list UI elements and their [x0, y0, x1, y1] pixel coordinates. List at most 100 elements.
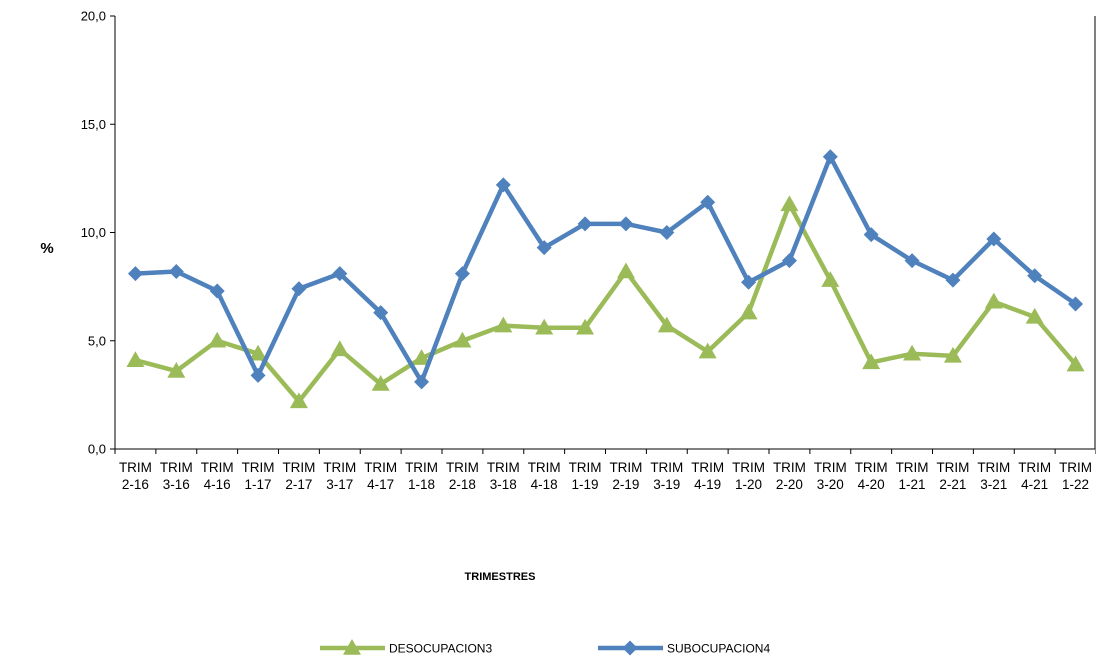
- x-tick-label-line: 2-17: [285, 477, 312, 492]
- series-desocupacion3: [126, 195, 1085, 409]
- x-tick-label: TRIM 2-17: [282, 460, 315, 492]
- x-tick-label: TRIM 2-16: [119, 460, 152, 492]
- y-axis-label: %: [40, 240, 53, 257]
- data-point: [371, 375, 390, 391]
- x-tick-label-line: 3-21: [980, 477, 1007, 492]
- x-axis-label: TRIMESTRES: [465, 571, 536, 583]
- data-point: [168, 263, 184, 279]
- data-point: [412, 349, 431, 365]
- x-tick-label: TRIM 1-19: [569, 460, 602, 492]
- data-point: [862, 353, 881, 370]
- x-tick-label: TRIM 4-21: [1018, 460, 1051, 492]
- x-tick-label-line: 4-21: [1021, 477, 1048, 492]
- data-point: [1027, 268, 1043, 284]
- x-tick-label: TRIM 4-19: [691, 460, 724, 492]
- x-tick-label: TRIM 1-20: [732, 460, 765, 492]
- legend-marker: [343, 639, 361, 655]
- x-tick-label-line: TRIM: [773, 460, 806, 475]
- series-line: [135, 154, 1077, 385]
- data-point: [209, 283, 225, 299]
- x-tick-label-line: 3-18: [490, 477, 517, 492]
- x-tick-label: TRIM 3-19: [650, 460, 683, 492]
- legend-label: SUBOCUPACION4: [667, 642, 770, 656]
- data-point: [454, 266, 470, 282]
- x-tick-label-line: 4-16: [204, 477, 231, 492]
- x-tick-label-line: TRIM: [896, 460, 929, 475]
- legend: DESOCUPACION3 SUBOCUPACION4: [320, 639, 770, 656]
- x-tick-label-line: 4-19: [694, 477, 721, 492]
- data-point: [780, 195, 799, 212]
- data-point: [1025, 307, 1044, 324]
- legend-label: DESOCUPACION3: [389, 642, 492, 656]
- x-tick-label: TRIM 3-20: [814, 460, 847, 492]
- data-point: [373, 305, 389, 321]
- y-tick-label: 15,0: [81, 117, 106, 132]
- x-tick-label: TRIM 4-17: [364, 460, 397, 492]
- x-tick-label-line: 1-18: [408, 477, 435, 492]
- x-tick-label-line: TRIM: [977, 460, 1010, 475]
- x-tick-label-line: 2-20: [776, 477, 803, 492]
- x-tick-label-line: TRIM: [323, 460, 356, 475]
- x-tick-label: TRIM 3-16: [160, 460, 193, 492]
- x-tick-label: TRIM 2-20: [773, 460, 806, 492]
- x-tick-label: TRIM 4-18: [528, 460, 561, 492]
- data-point: [535, 318, 554, 335]
- x-tick-label-line: 3-20: [817, 477, 844, 492]
- x-tick-label-line: TRIM: [855, 460, 888, 475]
- x-tick-label-line: TRIM: [446, 460, 479, 475]
- x-tick-label-line: 1-22: [1062, 477, 1089, 492]
- data-point: [1066, 355, 1085, 372]
- data-point: [536, 240, 552, 256]
- data-point: [943, 346, 962, 363]
- x-tick-label: TRIM 1-18: [405, 460, 438, 492]
- x-tick-label: TRIM 3-21: [977, 460, 1010, 492]
- y-tick-label: 10,0: [81, 225, 106, 240]
- x-tick-label-line: TRIM: [528, 460, 561, 475]
- data-point: [616, 262, 635, 279]
- data-point: [821, 271, 840, 287]
- data-point: [1068, 296, 1084, 312]
- x-tick-label-line: 2-18: [449, 477, 476, 492]
- data-point: [984, 292, 1003, 309]
- data-point: [577, 216, 593, 232]
- x-tick-label-line: TRIM: [609, 460, 642, 475]
- data-point: [986, 231, 1002, 247]
- data-point: [453, 331, 472, 348]
- x-tick-label-line: 3-17: [326, 477, 353, 492]
- x-tick-label: TRIM 4-20: [855, 460, 888, 492]
- data-point: [657, 316, 676, 333]
- x-tick-label-line: 2-16: [122, 477, 149, 492]
- data-point: [863, 227, 879, 243]
- data-point: [495, 177, 511, 193]
- x-tick-label-line: 1-17: [245, 477, 272, 492]
- x-tick-label: TRIM 2-19: [609, 460, 642, 492]
- data-point: [208, 331, 227, 348]
- x-tick-label-line: 1-20: [735, 477, 762, 492]
- x-tick-label-line: TRIM: [814, 460, 847, 475]
- x-tick-label-line: TRIM: [242, 460, 275, 475]
- data-point: [289, 392, 308, 409]
- x-tick-label-line: 1-21: [899, 477, 926, 492]
- data-point: [126, 351, 145, 367]
- x-tick-label-line: 3-19: [653, 477, 680, 492]
- x-tick-label-line: TRIM: [282, 460, 315, 475]
- x-tick-label: TRIM 1-22: [1059, 460, 1092, 492]
- y-tick-label: 0,0: [88, 442, 106, 457]
- x-tick-label-line: 4-20: [858, 477, 885, 492]
- x-tick-label-line: TRIM: [119, 460, 152, 475]
- data-point: [332, 266, 348, 282]
- data-point: [822, 149, 838, 165]
- data-point: [904, 253, 920, 269]
- data-point: [291, 281, 307, 297]
- x-tick-label: TRIM 2-18: [446, 460, 479, 492]
- x-tick-label-line: 4-18: [531, 477, 558, 492]
- data-point: [659, 225, 675, 240]
- data-point: [127, 266, 143, 282]
- x-tick-label-line: TRIM: [160, 460, 193, 475]
- x-tick-label-line: TRIM: [1018, 460, 1051, 475]
- series-layer: [126, 149, 1085, 409]
- y-tick-label: 5,0: [88, 333, 106, 348]
- legend-marker: [622, 640, 638, 656]
- x-tick-label-line: TRIM: [650, 460, 683, 475]
